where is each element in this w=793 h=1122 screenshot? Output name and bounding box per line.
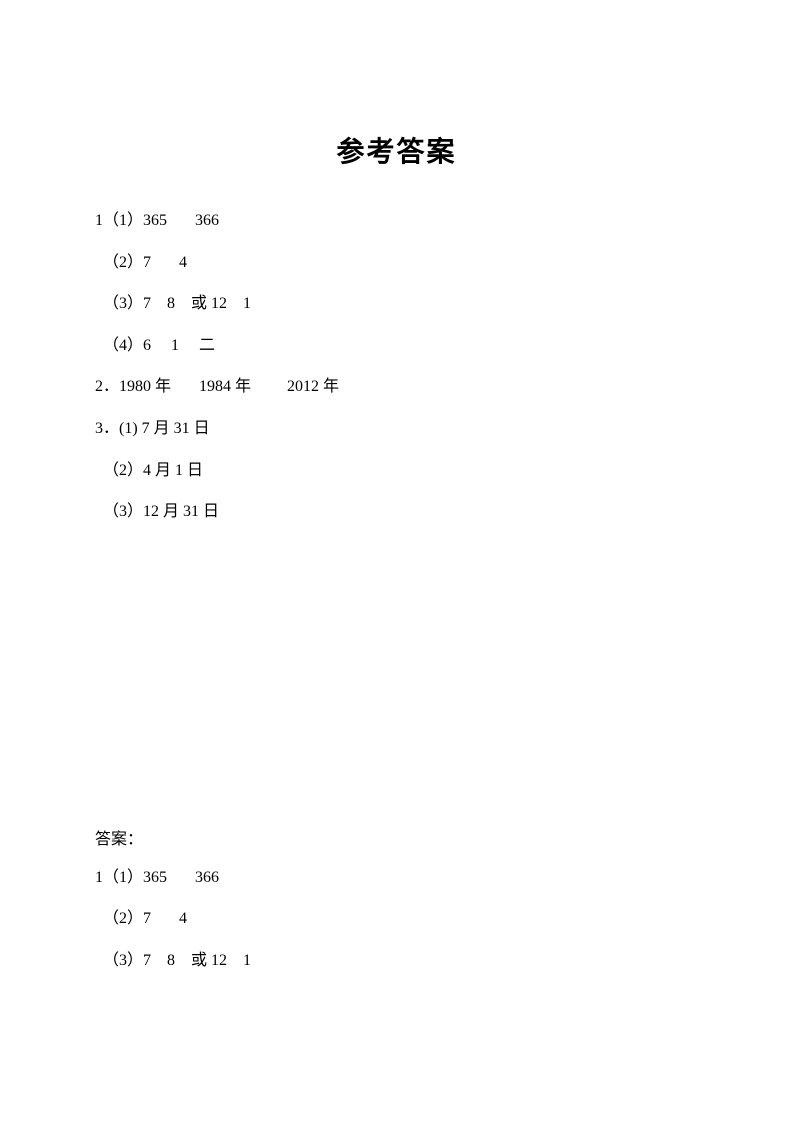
section-label: 答案： <box>95 825 698 849</box>
answer-line: （2）4 月 1 日 <box>95 458 698 484</box>
answer-line: （3）7 8 或 12 1 <box>95 948 698 974</box>
answer-line: 2．1980 年 1984 年 2012 年 <box>95 374 698 400</box>
page-title: 参考答案 <box>95 130 698 170</box>
answer-line: 1（1）365 366 <box>95 208 698 234</box>
answer-line: （3）7 8 或 12 1 <box>95 291 698 317</box>
answer-section-1: 1（1）365 366 （2）7 4 （3）7 8 或 12 1 （4）6 1 … <box>95 208 698 525</box>
answer-section-2: 1（1）365 366 （2）7 4 （3）7 8 或 12 1 <box>95 865 698 974</box>
answer-line: （4）6 1 二 <box>95 333 698 359</box>
answer-line: （2）7 4 <box>95 906 698 932</box>
answer-line: （3）12 月 31 日 <box>95 499 698 525</box>
answer-line: 1（1）365 366 <box>95 865 698 891</box>
answer-line: （2）7 4 <box>95 250 698 276</box>
answer-line: 3．(1) 7 月 31 日 <box>95 416 698 442</box>
